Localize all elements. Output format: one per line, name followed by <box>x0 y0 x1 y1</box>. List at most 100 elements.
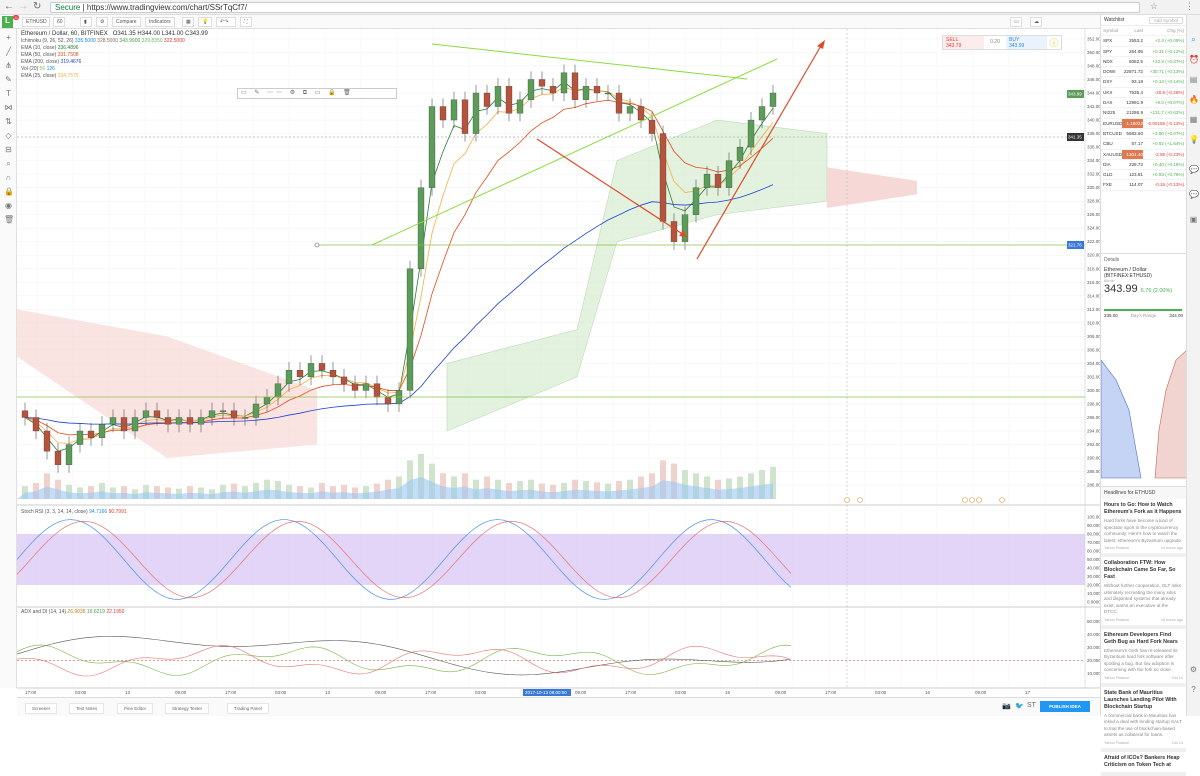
info-icon[interactable]: ⓘ <box>1049 38 1059 48</box>
watchlist-row[interactable]: CBU 57.17 +0.92 (+1.64%) <box>1101 139 1186 150</box>
magnet-icon[interactable]: ∩ <box>5 173 12 182</box>
ideas-icon[interactable]: 💡 <box>1189 135 1199 144</box>
watchlist-row[interactable]: SPY 254.95 +0.31 (+0.12%) <box>1101 47 1186 57</box>
study-label[interactable]: Vol (20) <box>21 66 39 72</box>
headline-item[interactable]: Ethereum Developers Find Geth Bug as Har… <box>1101 629 1186 687</box>
camera-icon[interactable]: 📷 <box>1002 703 1011 710</box>
brush-icon[interactable]: ✎ <box>5 75 12 84</box>
interval-select[interactable]: 60 <box>53 17 65 27</box>
indicators-button[interactable]: Indicators <box>145 17 175 27</box>
study-label[interactable]: EMA (200, close) <box>21 59 60 65</box>
watchlist-row[interactable]: EURUSD 1.18022 -0.00155 (-0.13%) <box>1101 118 1186 129</box>
tab-screener[interactable]: Screener <box>25 703 58 714</box>
settings-icon[interactable]: ⚙ <box>1189 665 1198 674</box>
watchlist-row[interactable]: DXY 93.18 +0.13 (+0.14%) <box>1101 77 1186 88</box>
headline-title[interactable]: State Bank of Mauritius Launches Landing… <box>1104 689 1177 710</box>
private-chat-icon[interactable]: 💬 <box>1189 190 1199 199</box>
drawing-properties-toolbar[interactable]: ▭ ✎ ⋯⋯ ⚙ ⧉ ▭ 🔒 🗑 <box>237 88 397 99</box>
column-last[interactable]: Last <box>1134 28 1143 33</box>
study-label[interactable]: EMA (25, close) <box>21 73 57 79</box>
headline-item[interactable]: Afraid of ICOs? Bankers Heap Criticism o… <box>1101 752 1186 776</box>
prediction-icon[interactable]: ⇅ <box>5 117 12 126</box>
watchlist-row[interactable]: GLD 123.81 +0.93 (+0.76%) <box>1101 170 1186 181</box>
undo-redo-icon[interactable]: ↶↷ <box>216 17 236 27</box>
data-window-icon[interactable]: ▤ <box>1189 75 1198 84</box>
volume-bar <box>638 476 644 499</box>
headline-title[interactable]: Afraid of ICOs? Bankers Heap Criticism o… <box>1104 754 1180 768</box>
adx-label[interactable]: ADX and DI (14, 14) <box>21 609 67 615</box>
chat-icon[interactable]: 💬 <box>1189 165 1199 174</box>
eye-icon[interactable]: ◉ <box>5 201 12 210</box>
study-label[interactable]: EMA (50, close) <box>21 52 57 58</box>
watchlist-row[interactable]: SPX 2553.2 +2.3 (+0.09%) <box>1101 36 1186 47</box>
crosshair-icon[interactable]: + <box>6 33 11 42</box>
headline-title[interactable]: Ethereum Developers Find Geth Bug as Har… <box>1104 631 1178 645</box>
add-symbol-input[interactable]: Add Symbol <box>1148 16 1183 24</box>
text-icon[interactable]: T <box>6 89 11 98</box>
back-icon[interactable]: ← <box>4 1 14 12</box>
study-label[interactable]: EMA (10, close) <box>21 45 57 51</box>
tab-pine-editor[interactable]: Pine Editor <box>117 703 154 714</box>
headline-item[interactable]: State Bank of Mauritius Launches Landing… <box>1101 687 1186 752</box>
watchlist-row[interactable]: UKX 7535.4 -20.8 (-0.28%) <box>1101 88 1186 99</box>
help-icon[interactable]: ? <box>1191 685 1196 694</box>
headline-title[interactable]: Collaboration FTW: How Blockchain Came S… <box>1104 560 1176 580</box>
watchlist-row[interactable]: DAX 12991.9 +9.0 (+0.07%) <box>1101 98 1186 109</box>
watchlist-icon[interactable]: ⌕ <box>1191 35 1196 44</box>
buy-button[interactable]: BUY 343.99 <box>1006 36 1047 49</box>
layout-icon[interactable]: ▭ <box>1010 17 1022 27</box>
pitchfork-icon[interactable]: ⋔ <box>5 61 12 70</box>
symbol-input[interactable]: ETHUSD <box>22 17 50 27</box>
tab-trading-panel[interactable]: Trading Panel <box>227 703 269 714</box>
settings-icon[interactable]: ⚙ <box>96 17 108 27</box>
alert-icon[interactable]: 💡 <box>198 17 212 27</box>
star-icon[interactable]: ☆ <box>1150 1 1159 11</box>
publish-idea-button[interactable]: PUBLISH IDEA <box>1040 701 1090 712</box>
sell-button[interactable]: SELL 343.79 <box>943 36 984 49</box>
watchlist-row[interactable]: DOWI 22871.72 +30.71 (+0.13%) <box>1101 67 1186 78</box>
watchlist-row[interactable]: DIA 228.73 +0.40 (+0.18%) <box>1101 160 1186 171</box>
chart-type-button[interactable]: ▮ <box>80 17 92 27</box>
candle-body <box>516 99 524 114</box>
address-bar[interactable]: Secure | https://www.tradingview.com/cha… <box>50 2 1140 13</box>
measure-icon[interactable]: ⊟ <box>5 145 12 154</box>
user-avatar[interactable]: L <box>2 16 13 28</box>
hotlist-icon[interactable]: 🔥 <box>1189 95 1199 104</box>
column-change[interactable]: Chg (%) <box>1167 28 1184 33</box>
lock-icon[interactable]: 🔒 <box>4 187 14 196</box>
symbol: DAX <box>1103 100 1113 106</box>
watchlist-row[interactable]: NI225 21286.9 +131.7 (+0.62%) <box>1101 108 1186 119</box>
alerts-clock-icon[interactable]: ⏰ <box>1189 55 1199 64</box>
stoch-rsi-label[interactable]: Stoch RSI (3, 3, 14, 14, close) <box>21 509 88 515</box>
pattern-icon[interactable]: ⋈ <box>4 103 13 112</box>
zoom-icon[interactable]: ⌕ <box>6 159 11 168</box>
trash-icon[interactable]: 🗑 <box>4 215 15 224</box>
fullscreen-icon[interactable]: ⛶ <box>240 17 252 27</box>
trendline-icon[interactable]: ╱ <box>6 47 11 56</box>
templates-icon[interactable]: ▦ <box>182 17 194 27</box>
tab-strategy-tester[interactable]: Strategy Tester <box>165 703 210 714</box>
watchlist-row[interactable]: FXE 114.07 -0.15 (-0.13%) <box>1101 180 1186 191</box>
calendar-icon[interactable]: ▦ <box>1189 115 1198 124</box>
headline-item[interactable]: Hours to Go: How to Watch Ethereum's For… <box>1101 499 1186 557</box>
streams-icon[interactable]: ▣ <box>1189 215 1198 224</box>
watchlist-row[interactable]: XAUUSD 1301.40 -2.98 (-0.23%) <box>1101 149 1186 160</box>
watchlist-row[interactable]: NDX 6082.5 +22.5 (+0.37%) <box>1101 57 1186 68</box>
menu-icon[interactable]: ⋮ <box>1185 1 1194 11</box>
column-symbol[interactable]: Symbol <box>1103 28 1119 33</box>
reload-icon[interactable]: ↻ <box>33 1 42 12</box>
forward-icon[interactable]: → <box>18 1 28 12</box>
shapes-icon[interactable]: ◇ <box>5 131 12 140</box>
chart-area[interactable]: 352.00 350.00 348.00 346.00 344.00 342.00 340.… <box>17 29 1100 697</box>
ichimoku-label[interactable]: Ichimoku (9, 26, 52, 26) <box>21 38 74 44</box>
twitter-icon[interactable]: 🐦 <box>1015 703 1024 710</box>
headline-item[interactable]: Collaboration FTW: How Blockchain Came S… <box>1101 557 1186 629</box>
stocktwits-icon[interactable]: ST <box>1027 702 1036 709</box>
tab-text-notes[interactable]: Text Notes <box>69 703 105 714</box>
cloud-save-icon[interactable]: ☁ <box>1030 17 1042 27</box>
headline-title[interactable]: Hours to Go: How to Watch Ethereum's For… <box>1104 502 1182 515</box>
watchlist-title[interactable]: Watchlist <box>1104 17 1125 23</box>
chart-canvas[interactable]: 352.00 350.00 348.00 346.00 344.00 342.00 340.… <box>17 29 1100 697</box>
watchlist-row[interactable]: BTCUSD 5683.60 +3.90 (+0.07%) <box>1101 129 1186 140</box>
compare-button[interactable]: Compare <box>112 17 141 27</box>
